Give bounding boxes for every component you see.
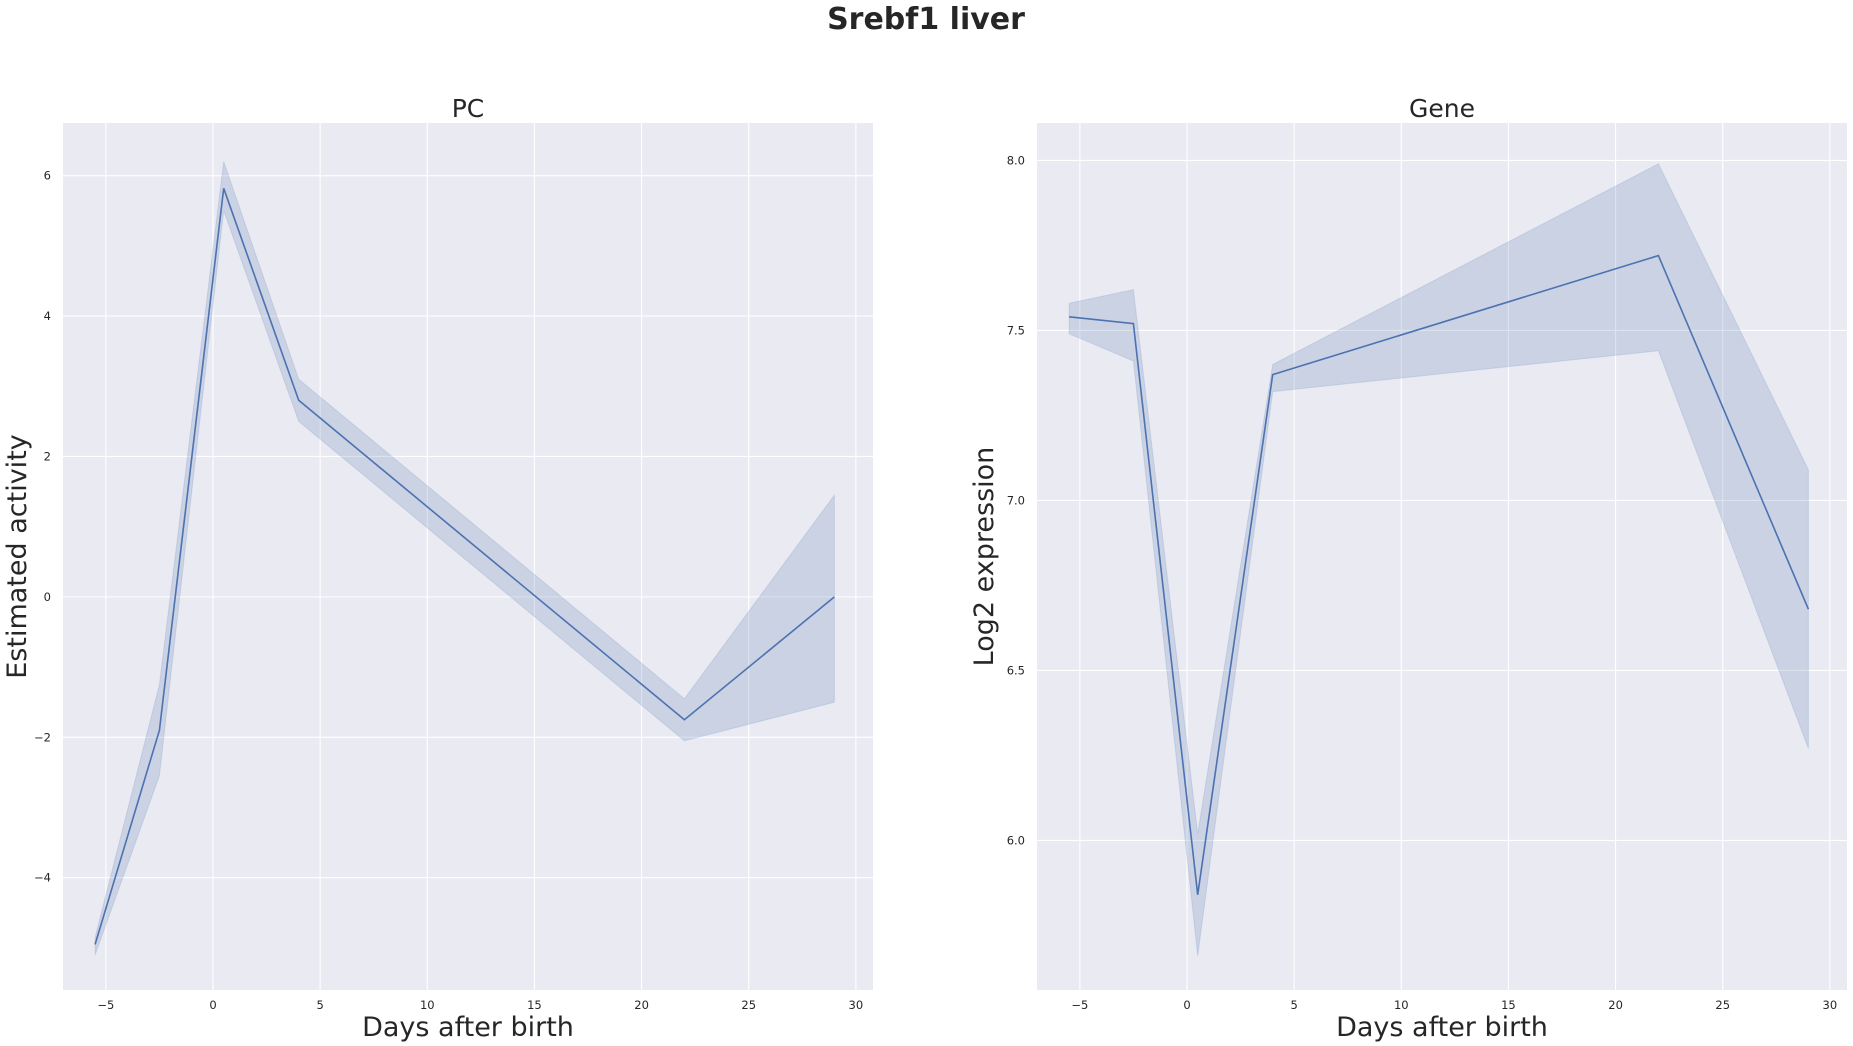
pc-x-tick-label: 5 — [316, 998, 323, 1012]
pc-x-tick-label: 15 — [527, 998, 542, 1012]
pc-title: PC — [452, 94, 485, 123]
gene-x-tick-label: 5 — [1290, 998, 1297, 1012]
gene-y-tick-label: 6.0 — [1007, 833, 1025, 847]
gene-title: Gene — [1409, 94, 1475, 123]
pc-confidence-band — [94, 161, 835, 956]
pc-y-axis-label: Estimated activity — [2, 434, 33, 679]
pc-y-tick-label: 4 — [44, 309, 51, 323]
gene-y-tick-label: 7.0 — [1007, 493, 1025, 507]
gene-x-tick-label: 20 — [1608, 998, 1623, 1012]
gene-x-tick-label: 30 — [1823, 998, 1838, 1012]
gene-x-tick-label: 25 — [1715, 998, 1730, 1012]
gene-x-axis-label: Days after birth — [1336, 1012, 1548, 1043]
gene-y-tick-label: 6.5 — [1007, 663, 1025, 677]
gene-y-ticks: 6.0 6.5 7.0 7.5 8.0 — [1007, 153, 1025, 847]
figure-title: Srebf1 liver — [827, 2, 1025, 37]
gene-plot-area — [1037, 123, 1847, 990]
gene-x-tick-label: −5 — [1071, 998, 1088, 1012]
pc-x-tick-label: 20 — [634, 998, 649, 1012]
pc-y-ticks: −4 −2 0 2 4 6 — [34, 169, 51, 885]
pc-x-tick-label: 30 — [849, 998, 864, 1012]
pc-x-tick-label: 10 — [420, 998, 435, 1012]
gene-x-tick-label: 15 — [1501, 998, 1516, 1012]
pc-y-tick-label: 0 — [44, 590, 51, 604]
pc-panel: −5 0 5 10 15 20 25 30 −4 −2 0 2 4 6 PC Days after bi… — [2, 94, 873, 1043]
pc-y-tick-label: 6 — [44, 169, 51, 183]
pc-x-ticks: −5 0 5 10 15 20 25 30 — [97, 998, 863, 1012]
gene-series-line — [1069, 254, 1810, 895]
gene-grid — [1037, 123, 1847, 990]
gene-x-ticks: −5 0 5 10 15 20 25 30 — [1071, 998, 1837, 1012]
gene-panel: −5 0 5 10 15 20 25 30 6.0 6.5 7.0 7.5 8.0 Gene Days… — [969, 94, 1847, 1043]
pc-series-line — [94, 188, 835, 945]
gene-y-tick-label: 8.0 — [1007, 153, 1025, 167]
pc-x-axis-label: Days after birth — [362, 1012, 574, 1043]
gene-y-tick-label: 7.5 — [1007, 323, 1025, 337]
gene-confidence-band — [1068, 163, 1809, 957]
gene-y-axis-label: Log2 expression — [969, 447, 1000, 667]
pc-y-tick-label: −4 — [34, 871, 51, 885]
pc-x-tick-label: 0 — [209, 998, 216, 1012]
pc-x-tick-label: 25 — [741, 998, 756, 1012]
gene-x-tick-label: 10 — [1394, 998, 1409, 1012]
pc-grid — [63, 123, 873, 990]
pc-plot-area — [63, 123, 873, 990]
pc-y-tick-label: −2 — [34, 730, 51, 744]
gene-x-tick-label: 0 — [1183, 998, 1190, 1012]
pc-x-tick-label: −5 — [97, 998, 114, 1012]
pc-y-tick-label: 2 — [44, 449, 51, 463]
